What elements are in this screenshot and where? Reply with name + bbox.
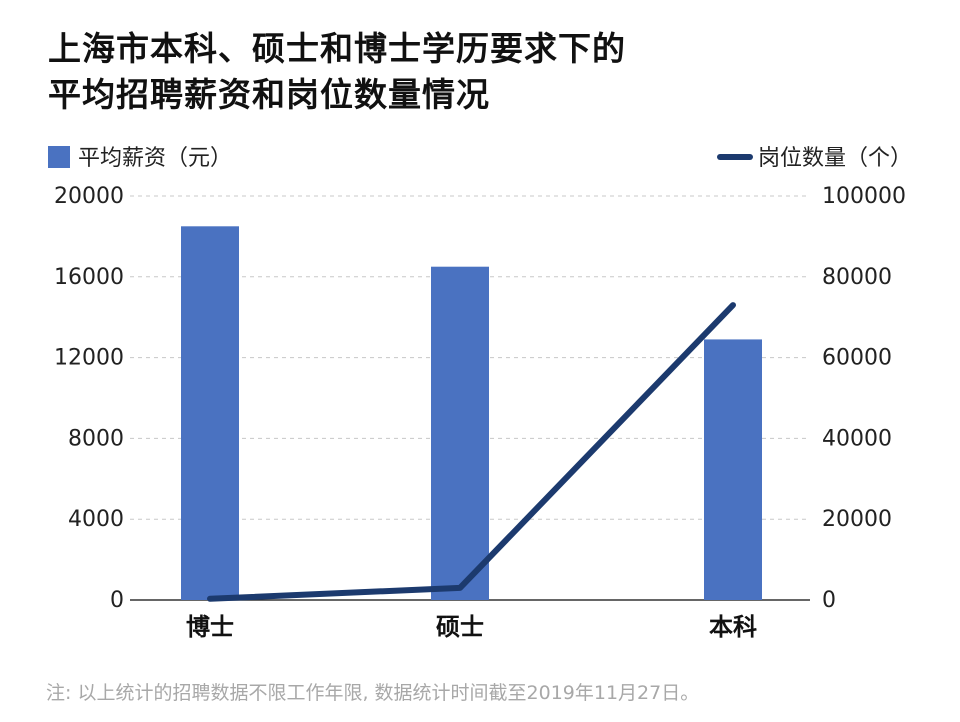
title-line-1: 上海市本科、硕士和博士学历要求下的 [48,29,626,68]
right-axis-tick-label: 80000 [822,265,892,290]
left-axis-tick-label: 20000 [54,184,124,209]
right-axis-tick-label: 0 [822,588,836,613]
right-axis-tick-label: 40000 [822,426,892,451]
left-axis-tick-label: 4000 [68,507,124,532]
footnote: 注: 以上统计的招聘数据不限工作年限, 数据统计时间截至2019年11月27日。 [46,682,700,704]
category-label: 硕士 [436,613,484,641]
line-series [207,302,736,602]
legend-bar-swatch [48,146,70,168]
left-axis-tick-label: 0 [110,588,124,613]
job-count-point [732,304,734,306]
right-axis-tick-label: 100000 [822,184,906,209]
bar-series [181,226,762,601]
legend-line-label: 岗位数量（个） [758,146,912,171]
job-count-point [459,587,461,589]
salary-bar [704,339,762,600]
left-axis-tick-label: 8000 [68,426,124,451]
salary-bar [181,226,239,601]
left-axis-tick-label: 12000 [54,346,124,371]
axis-ticks: 0 4000 8000 12000 16000 20000 0 20000 40000 60000… [54,184,906,641]
right-axis-tick-label: 60000 [822,346,892,371]
category-label: 本科 [709,613,757,641]
job-count-point [209,598,211,600]
title-line-2: 平均招聘薪资和岗位数量情况 [48,75,490,114]
right-axis-tick-label: 20000 [822,507,892,532]
chart-title: 上海市本科、硕士和博士学历要求下的 平均招聘薪资和岗位数量情况 [48,26,808,118]
legend: 平均薪资（元） 岗位数量（个） [48,146,912,171]
salary-bar [431,266,489,600]
category-label: 博士 [186,613,234,641]
legend-bar-label: 平均薪资（元） [78,146,232,171]
left-axis-tick-label: 16000 [54,265,124,290]
